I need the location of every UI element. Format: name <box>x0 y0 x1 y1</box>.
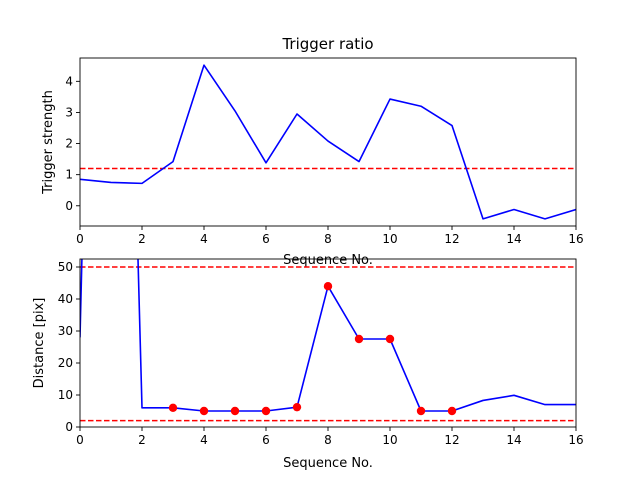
y-tick-label: 2 <box>65 137 73 151</box>
x-tick-label: 16 <box>568 433 583 447</box>
data-layer <box>80 64 576 220</box>
x-tick-label: 10 <box>382 232 397 246</box>
chart-title: Trigger ratio <box>281 35 373 53</box>
x-tick-label: 8 <box>324 232 332 246</box>
y-axis-label: Distance [pix] <box>32 298 47 389</box>
y-axis-label: Trigger strength <box>41 90 56 195</box>
y-tick-label: 30 <box>58 324 73 338</box>
x-tick-label: 0 <box>76 433 84 447</box>
x-tick-label: 12 <box>444 232 459 246</box>
distance-plot: 0 2 4 6 8 10 12 14 16 0 10 20 30 40 50 Sequence No. Di… <box>32 258 584 471</box>
y-tick-label: 0 <box>65 199 73 213</box>
y-tick-label: 50 <box>58 260 73 274</box>
x-tick-label: 4 <box>200 232 208 246</box>
data-point <box>292 402 302 412</box>
x-tick-label: 8 <box>324 433 332 447</box>
data-point <box>416 406 426 416</box>
y-tick-label: 4 <box>65 74 73 88</box>
y-tick-label: 3 <box>65 105 73 119</box>
data-point <box>354 334 364 344</box>
x-tick-label: 2 <box>138 232 146 246</box>
x-tick-label: 0 <box>76 232 84 246</box>
data-point <box>385 334 395 344</box>
x-tick-label: 16 <box>568 232 583 246</box>
x-tick-label: 14 <box>506 232 521 246</box>
data-point <box>199 406 209 416</box>
x-tick-label: 6 <box>262 433 270 447</box>
x-axis-label: Sequence No. <box>283 456 373 471</box>
x-tick-label: 4 <box>200 433 208 447</box>
y-tick-label: 40 <box>58 292 73 306</box>
data-point <box>230 406 240 416</box>
x-tick-label: 12 <box>444 433 459 447</box>
y-tick-label: 0 <box>65 420 73 434</box>
series-line <box>80 64 576 220</box>
data-point <box>447 406 457 416</box>
y-tick-label: 10 <box>58 388 73 402</box>
x-axis-label: Sequence No. <box>283 253 373 268</box>
data-layer <box>80 259 576 422</box>
data-point <box>323 282 333 291</box>
data-point <box>261 406 271 416</box>
x-tick-label: 14 <box>506 433 521 447</box>
x-tick-label: 6 <box>262 232 270 246</box>
plot-area: 0 2 4 6 8 10 12 14 16 0 10 20 30 40 50 <box>58 258 584 447</box>
y-tick-label: 1 <box>65 168 73 182</box>
data-point <box>168 403 178 412</box>
y-tick-label: 20 <box>58 356 73 370</box>
x-tick-label: 10 <box>382 433 397 447</box>
x-tick-label: 2 <box>138 433 146 447</box>
